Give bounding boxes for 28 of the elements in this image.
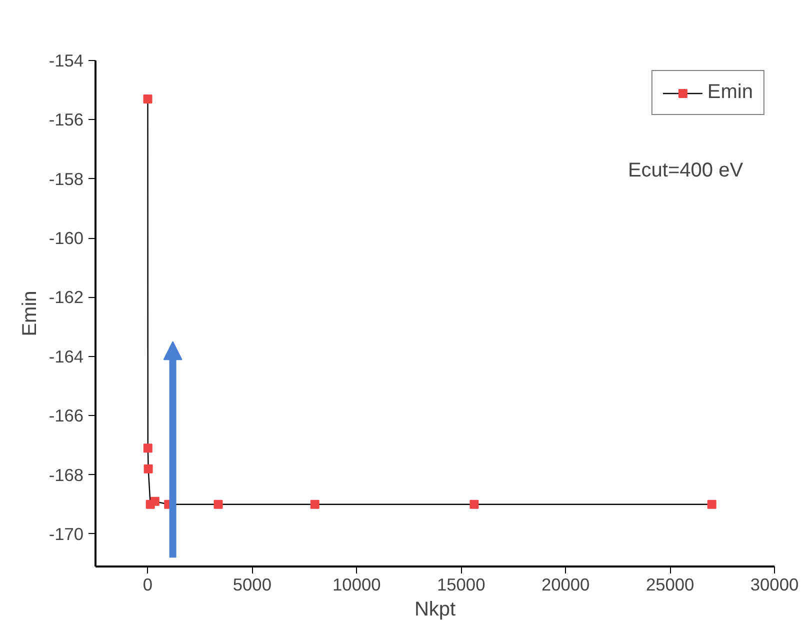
annotation: Ecut=400 eV xyxy=(628,160,744,182)
point xyxy=(143,444,152,453)
point xyxy=(144,464,153,474)
x-tick-label: 30000 xyxy=(750,574,799,594)
point xyxy=(470,500,479,509)
y-tick-label: -158 xyxy=(48,168,84,189)
x-tick-label: 0 xyxy=(142,574,153,594)
legend-label: Emin xyxy=(707,81,753,104)
point xyxy=(143,94,152,104)
x-tick-label: 15000 xyxy=(437,574,486,594)
y-axis-title: Emin xyxy=(18,290,41,336)
x-tick-label: 25000 xyxy=(646,574,694,594)
point xyxy=(150,496,160,506)
x-tick-label: 5000 xyxy=(232,574,272,594)
y-tick-label: -154 xyxy=(48,50,84,70)
y-tick-label: -160 xyxy=(48,228,84,248)
x-axis-title: Nkpt xyxy=(414,598,456,620)
y-tick-label: -168 xyxy=(48,464,84,485)
x-tick-label: 10000 xyxy=(332,574,381,594)
point xyxy=(310,500,320,509)
point xyxy=(214,500,223,509)
point xyxy=(707,500,716,509)
y-tick-label: -170 xyxy=(48,524,84,544)
y-tick-label: -162 xyxy=(48,287,84,308)
y-tick-label: -166 xyxy=(48,406,84,426)
x-tick-label: 20000 xyxy=(541,574,590,594)
y-tick-label: -156 xyxy=(48,110,84,130)
y-tick-label: -164 xyxy=(48,346,84,366)
